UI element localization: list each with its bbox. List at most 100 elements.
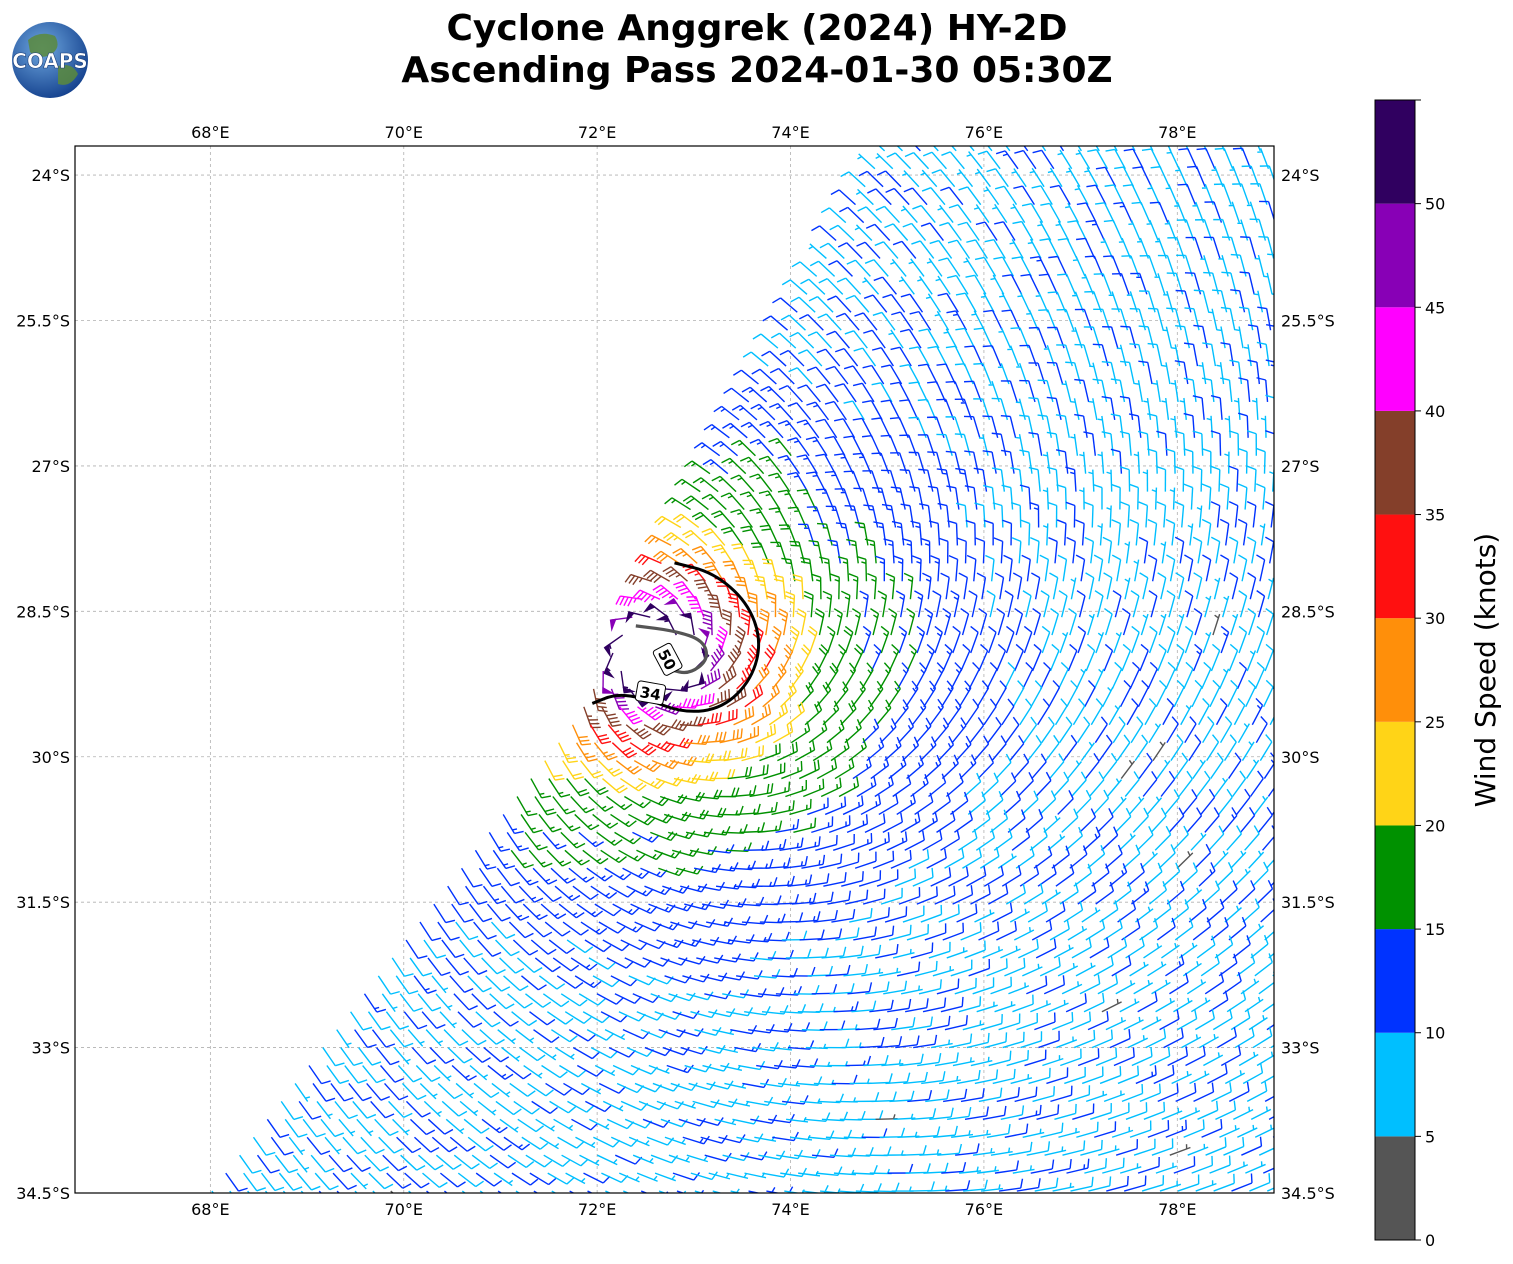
barb-staff	[1019, 469, 1023, 492]
barb-feather	[579, 739, 590, 742]
barb-half-feather	[851, 543, 857, 547]
barb-feather	[742, 529, 752, 533]
barb-staff	[1119, 380, 1126, 403]
barb-staff	[806, 349, 823, 367]
barb-staff	[955, 487, 960, 510]
wind-barb	[816, 522, 833, 546]
barb-feather	[707, 594, 718, 597]
barb-half-feather	[1133, 453, 1139, 457]
barb-feather	[1092, 343, 1103, 346]
barb-feather	[867, 188, 877, 194]
wind-barb	[1100, 238, 1114, 259]
barb-half-feather	[710, 426, 716, 431]
barb-staff	[796, 402, 812, 421]
wind-barb	[983, 309, 1003, 331]
barb-feather	[938, 257, 948, 262]
wind-barb	[654, 515, 682, 529]
barb-feather	[644, 534, 653, 543]
wind-barb	[1095, 166, 1117, 188]
barb-feather	[1193, 289, 1204, 292]
barb-feather	[1104, 184, 1115, 187]
barb-feather	[931, 169, 941, 174]
wind-barb	[1216, 326, 1226, 349]
barb-staff	[882, 276, 897, 295]
barb-staff	[1065, 309, 1075, 331]
wind-barb	[1007, 345, 1020, 367]
wind-barb	[955, 467, 970, 492]
barb-feather	[929, 239, 939, 245]
wind-barb	[919, 503, 932, 528]
barb-feather	[739, 456, 750, 462]
barb-feather	[995, 150, 1006, 155]
barb-half-feather	[900, 208, 906, 212]
wind-barb	[829, 224, 855, 242]
barb-staff	[1185, 146, 1190, 152]
barb-staff	[853, 330, 868, 349]
barb-half-feather	[525, 810, 531, 813]
barb-staff	[986, 150, 1001, 170]
wind-barb	[1114, 166, 1135, 188]
barb-half-feather	[1170, 418, 1176, 421]
barb-staff	[1238, 290, 1246, 313]
barb-feather	[736, 729, 739, 739]
barb-staff	[1203, 146, 1208, 152]
barb-feather	[973, 362, 983, 365]
barb-staff	[1091, 505, 1094, 528]
barb-feather	[1028, 466, 1039, 471]
wind-barb	[900, 503, 915, 528]
wind-barb	[920, 222, 944, 241]
barb-half-feather	[1161, 364, 1167, 367]
barb-feather	[1047, 501, 1057, 507]
barb-feather	[931, 867, 934, 878]
wind-barb	[787, 471, 809, 492]
wind-barb	[840, 171, 866, 188]
barb-staff	[1028, 487, 1032, 510]
wind-barb	[1055, 220, 1070, 241]
wind-barb	[1000, 449, 1015, 474]
barb-feather	[1129, 483, 1139, 489]
wind-barb	[1211, 166, 1224, 187]
wind-barb	[1019, 414, 1035, 438]
barb-half-feather	[1015, 436, 1021, 439]
barb-half-feather	[901, 837, 904, 843]
barb-half-feather	[1088, 400, 1094, 403]
barb-staff	[982, 363, 992, 385]
wind-barb	[806, 401, 830, 421]
barb-staff	[885, 170, 902, 188]
barb-half-feather	[1260, 417, 1266, 421]
barb-half-feather	[1198, 364, 1204, 367]
barb-half-feather	[1057, 152, 1063, 156]
wind-barb	[1023, 146, 1029, 152]
barb-half-feather	[512, 828, 518, 831]
wind-barb	[1237, 412, 1249, 438]
barb-feather	[1273, 698, 1274, 700]
wind-barb	[808, 296, 834, 313]
wind-barb	[1042, 451, 1051, 474]
barb-staff	[991, 310, 1003, 331]
barb-staff	[1221, 146, 1226, 152]
barb-half-feather	[766, 423, 772, 428]
wind-barb	[1240, 236, 1257, 259]
barb-feather	[992, 502, 1003, 507]
wind-barb	[1065, 466, 1077, 492]
wind-barb	[1210, 395, 1223, 420]
wind-barb	[1128, 220, 1141, 241]
wind-barb	[1219, 483, 1230, 510]
barb-staff	[1110, 433, 1114, 456]
wind-barb	[758, 490, 781, 510]
barb-feather	[991, 467, 1002, 471]
barb-staff	[948, 186, 964, 206]
barb-staff	[949, 151, 965, 170]
barb-staff	[854, 295, 870, 313]
barb-staff	[1020, 256, 1032, 277]
barb-staff	[1283, 651, 1291, 671]
barb-staff	[1201, 433, 1204, 456]
barb-feather	[889, 416, 900, 420]
barb-feather	[993, 256, 1003, 260]
barb-feather	[708, 597, 718, 601]
wind-barb	[890, 258, 907, 277]
wind-barb	[1079, 451, 1087, 474]
barb-feather	[1010, 327, 1021, 330]
wind-barb	[787, 437, 810, 457]
barb-feather	[1010, 467, 1020, 471]
